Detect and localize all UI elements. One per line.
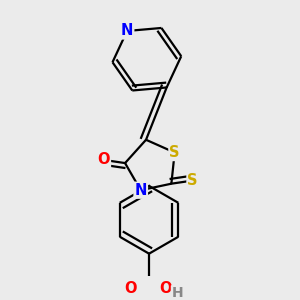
Text: O: O — [124, 281, 136, 296]
Text: O: O — [98, 152, 110, 167]
Text: N: N — [121, 23, 133, 38]
Text: O: O — [159, 281, 171, 296]
Text: H: H — [172, 286, 183, 300]
Text: S: S — [188, 173, 198, 188]
Text: N: N — [134, 183, 147, 198]
Text: S: S — [169, 145, 180, 160]
